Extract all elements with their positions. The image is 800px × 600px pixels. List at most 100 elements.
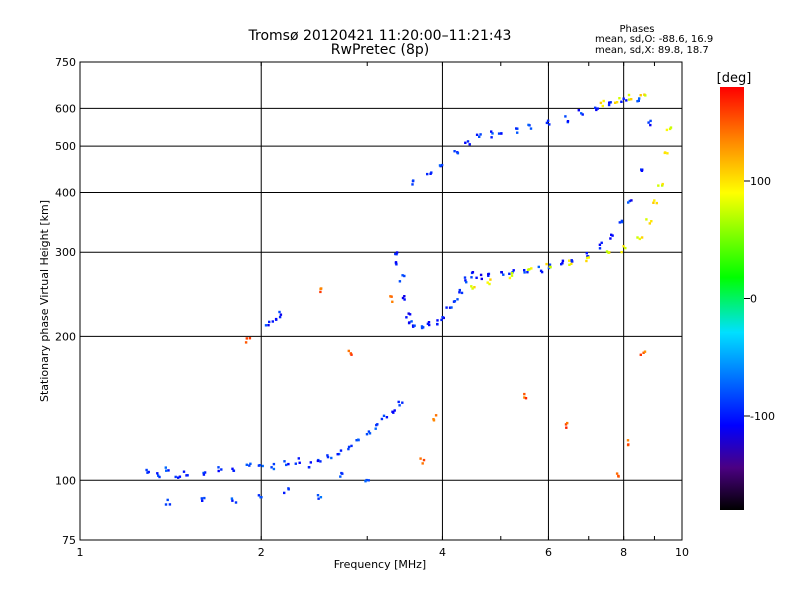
data-point (249, 462, 252, 465)
data-point (279, 313, 283, 316)
data-point (283, 460, 286, 463)
data-point (309, 461, 312, 464)
data-point (398, 404, 401, 407)
data-point (245, 337, 248, 340)
x-tick-label: 8 (620, 546, 627, 559)
data-point (516, 131, 519, 134)
data-point (524, 397, 528, 400)
data-point (267, 324, 270, 327)
colorbar-tick-label: -100 (750, 410, 775, 423)
data-point (568, 263, 571, 266)
data-point (350, 353, 353, 356)
data-point (500, 132, 503, 135)
data-point (628, 98, 631, 101)
data-point (648, 222, 651, 225)
data-point (287, 488, 290, 491)
data-point (368, 432, 372, 435)
data-point (347, 445, 351, 449)
y-tick-label: 200 (55, 330, 76, 343)
data-point (317, 497, 320, 500)
data-point (394, 252, 397, 256)
x-tick-label: 2 (258, 546, 265, 559)
data-point (319, 290, 322, 294)
data-point (395, 251, 399, 254)
data-point (419, 457, 422, 460)
data-point (615, 472, 619, 475)
data-point (245, 463, 248, 466)
data-point (337, 452, 341, 456)
data-point (618, 221, 621, 224)
data-point (410, 320, 413, 323)
data-point (440, 318, 443, 322)
data-point (668, 127, 672, 131)
data-point (661, 182, 664, 186)
data-point (478, 135, 481, 138)
data-point (585, 256, 589, 260)
data-point (261, 464, 264, 468)
data-point (468, 143, 471, 146)
data-point (394, 261, 398, 264)
data-point (529, 127, 533, 130)
stats-line-o: mean, sd,O: -88.6, 16.9 (595, 34, 713, 45)
data-point (436, 319, 439, 322)
data-point (397, 400, 400, 404)
data-point (639, 94, 642, 97)
data-point (385, 416, 389, 419)
data-point (272, 467, 276, 471)
data-point (636, 100, 639, 103)
data-point (655, 201, 658, 205)
data-point (182, 470, 186, 473)
data-point (270, 466, 273, 469)
data-point (487, 274, 490, 277)
y-tick-label: 600 (55, 102, 76, 115)
data-point (601, 104, 604, 108)
data-point (420, 326, 424, 330)
data-point (453, 150, 456, 153)
data-point (403, 295, 406, 298)
data-point (661, 184, 664, 187)
data-point (287, 462, 290, 466)
data-point (614, 101, 617, 104)
data-point (602, 99, 605, 103)
data-point (234, 501, 238, 504)
data-point (408, 313, 412, 316)
y-tick-label: 300 (55, 246, 76, 259)
data-point (564, 115, 567, 118)
data-point (650, 220, 653, 223)
data-point (201, 499, 204, 502)
data-point (411, 183, 414, 186)
data-point (639, 353, 642, 356)
data-point (203, 471, 207, 474)
data-point (440, 163, 444, 167)
data-point (365, 433, 369, 436)
colorbar-tick-label: 100 (750, 175, 771, 188)
data-point (610, 233, 613, 236)
data-point (395, 253, 398, 256)
data-point (326, 455, 330, 459)
data-point (164, 503, 168, 506)
data-point (471, 271, 475, 274)
plot-grid (80, 62, 682, 540)
data-point (523, 392, 526, 396)
data-point (464, 141, 467, 144)
data-point (297, 457, 300, 460)
data-point (475, 133, 479, 136)
x-tick-label: 10 (675, 546, 689, 559)
data-point (231, 467, 234, 470)
data-point (422, 458, 426, 462)
data-point (545, 262, 548, 266)
data-point (585, 252, 588, 255)
data-point (599, 101, 603, 105)
data-point (319, 460, 322, 463)
data-point (278, 310, 281, 314)
data-point (598, 243, 602, 246)
data-point (458, 288, 461, 292)
data-point (145, 468, 148, 472)
data-point (566, 120, 570, 123)
data-point (642, 351, 645, 354)
data-point (600, 241, 603, 244)
y-tick-label: 100 (55, 474, 76, 487)
data-point (389, 295, 392, 298)
data-point (530, 267, 533, 270)
